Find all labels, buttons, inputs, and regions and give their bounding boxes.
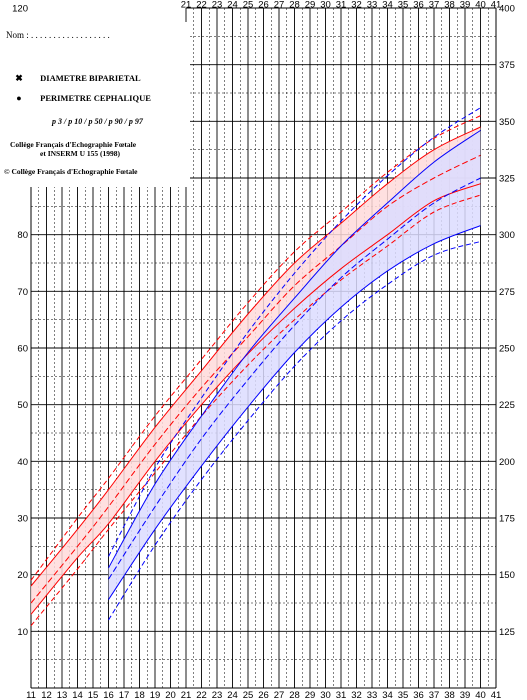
x-tick-label-bottom: 40 [475,690,486,700]
x-tick-label-top: 23 [212,0,223,11]
x-tick-label-top: 39 [460,0,471,11]
x-tick-label-bottom: 30 [320,690,331,700]
y-tick-label-right: 300 [499,230,515,241]
source-line-2: et INSERM U 155 (1998) [40,149,120,158]
x-tick-label-top: 27 [274,0,285,11]
x-tick-label-top: 34 [382,0,393,11]
y-tick-label-right: 225 [499,400,515,411]
x-tick-label-bottom: 41 [491,690,502,700]
y-tick-label-right: 175 [499,514,515,525]
cross-icon: ✖ [15,73,23,83]
x-tick-label-bottom: 16 [103,690,114,700]
legend-label-bip: DIAMETRE BIPARIETAL [40,73,141,83]
pc-curve-p10 [108,225,481,600]
x-tick-label-bottom: 19 [150,690,161,700]
x-tick-label-bottom: 34 [382,690,393,700]
x-tick-label-top: 36 [413,0,424,11]
x-tick-label-top: 21 [181,0,192,11]
y-tick-label-right: 125 [499,627,515,638]
x-tick-label-top: 28 [289,0,300,11]
percentile-bands [31,127,481,615]
x-tick-label-bottom: 37 [429,690,440,700]
pc-curve-p97 [108,107,481,557]
x-tick-label-top: 37 [429,0,440,11]
source-line-1: Collège Français d'Echographie Fœtale [10,140,137,149]
dot-icon: ● [16,93,22,103]
y-tick-label-left: 120 [12,4,28,15]
x-tick-label-bottom: 22 [196,690,207,700]
x-tick-label-bottom: 27 [274,690,285,700]
x-tick-label-bottom: 21 [181,690,192,700]
x-tick-label-bottom: 23 [212,690,223,700]
y-tick-label-left: 20 [17,570,28,581]
x-tick-label-bottom: 31 [336,690,347,700]
x-tick-label-top: 31 [336,0,347,11]
x-tick-label-bottom: 24 [227,690,238,700]
legend-item-pc: ● PERIMETRE CEPHALIQUE [10,93,151,103]
y-tick-label-right: 400 [499,4,515,15]
x-tick-label-bottom: 32 [351,690,362,700]
pc-curve-p3 [108,241,481,621]
percentile-curves [30,107,481,627]
x-tick-label-bottom: 17 [119,690,130,700]
copyright-line: © Collège Français d'Echographie Fœtale [4,167,138,176]
x-tick-label-bottom: 12 [41,690,52,700]
y-tick-label-left: 30 [17,514,28,525]
y-tick-label-left: 40 [17,457,28,468]
pc-curve-p90 [108,129,481,569]
x-tick-label-top: 24 [227,0,238,11]
x-tick-label-top: 35 [398,0,409,11]
x-tick-label-top: 25 [243,0,254,11]
x-tick-label-top: 29 [305,0,316,11]
y-tick-label-left: 60 [17,344,28,355]
legend-panel [0,22,190,187]
name-field-label: Nom : . . . . . . . . . . . . . . . . . … [6,30,110,40]
x-tick-label-bottom: 20 [165,690,176,700]
legend-label-pc: PERIMETRE CEPHALIQUE [40,93,151,103]
x-tick-label-top: 22 [196,0,207,11]
legend-item-bip: ✖ DIAMETRE BIPARIETAL [10,73,141,84]
y-tick-label-left: 50 [17,400,28,411]
bip-curve-p50 [30,154,481,604]
x-tick-label-bottom: 11 [26,690,36,700]
x-tick-label-bottom: 38 [444,690,455,700]
bip-curve-p90 [30,126,481,587]
x-tick-label-top: 30 [320,0,331,11]
y-tick-label-right: 325 [499,174,515,185]
y-tick-label-left: 70 [17,287,28,298]
y-tick-label-right: 200 [499,457,515,468]
x-tick-label-bottom: 28 [289,690,300,700]
x-tick-label-top: 32 [351,0,362,11]
x-tick-label-bottom: 29 [305,690,316,700]
y-tick-label-right: 375 [499,60,515,71]
y-tick-label-left: 80 [17,230,28,241]
percentile-list: p 3 / p 10 / p 50 / p 90 / p 97 [52,117,143,126]
x-tick-label-top: 41 [491,0,502,11]
y-tick-label-right: 350 [499,117,515,128]
x-tick-label-bottom: 26 [258,690,269,700]
y-tick-label-right: 150 [499,570,515,581]
x-tick-label-bottom: 25 [243,690,254,700]
x-tick-label-bottom: 13 [57,690,68,700]
x-tick-label-bottom: 18 [134,690,145,700]
x-tick-label-bottom: 33 [367,690,378,700]
x-tick-label-bottom: 36 [413,690,424,700]
x-tick-label-bottom: 14 [72,690,83,700]
x-tick-label-bottom: 35 [398,690,409,700]
x-tick-label-top: 26 [258,0,269,11]
y-tick-label-right: 275 [499,287,515,298]
y-tick-label-right: 250 [499,344,515,355]
bip-curve-p97 [30,115,481,581]
x-tick-label-bottom: 39 [460,690,471,700]
bip-curve-p3 [30,194,481,627]
x-tick-label-top: 33 [367,0,378,11]
y-tick-label-left: 10 [17,627,28,638]
pc-band-p10-p90 [108,130,481,600]
x-tick-label-top: 38 [444,0,455,11]
x-tick-label-bottom: 15 [88,690,99,700]
x-tick-label-top: 40 [475,0,486,11]
